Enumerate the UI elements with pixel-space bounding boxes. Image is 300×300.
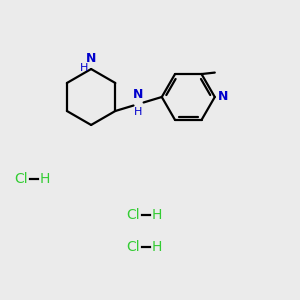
Text: H: H: [40, 172, 50, 186]
Text: N: N: [134, 88, 144, 101]
Text: H: H: [152, 240, 162, 254]
Text: Cl: Cl: [15, 172, 28, 186]
Text: H: H: [152, 208, 162, 222]
Text: N: N: [86, 52, 96, 65]
Text: H: H: [80, 63, 88, 73]
Text: Cl: Cl: [126, 240, 140, 254]
Text: H: H: [134, 107, 143, 117]
Text: N: N: [218, 91, 228, 103]
Text: Cl: Cl: [126, 208, 140, 222]
